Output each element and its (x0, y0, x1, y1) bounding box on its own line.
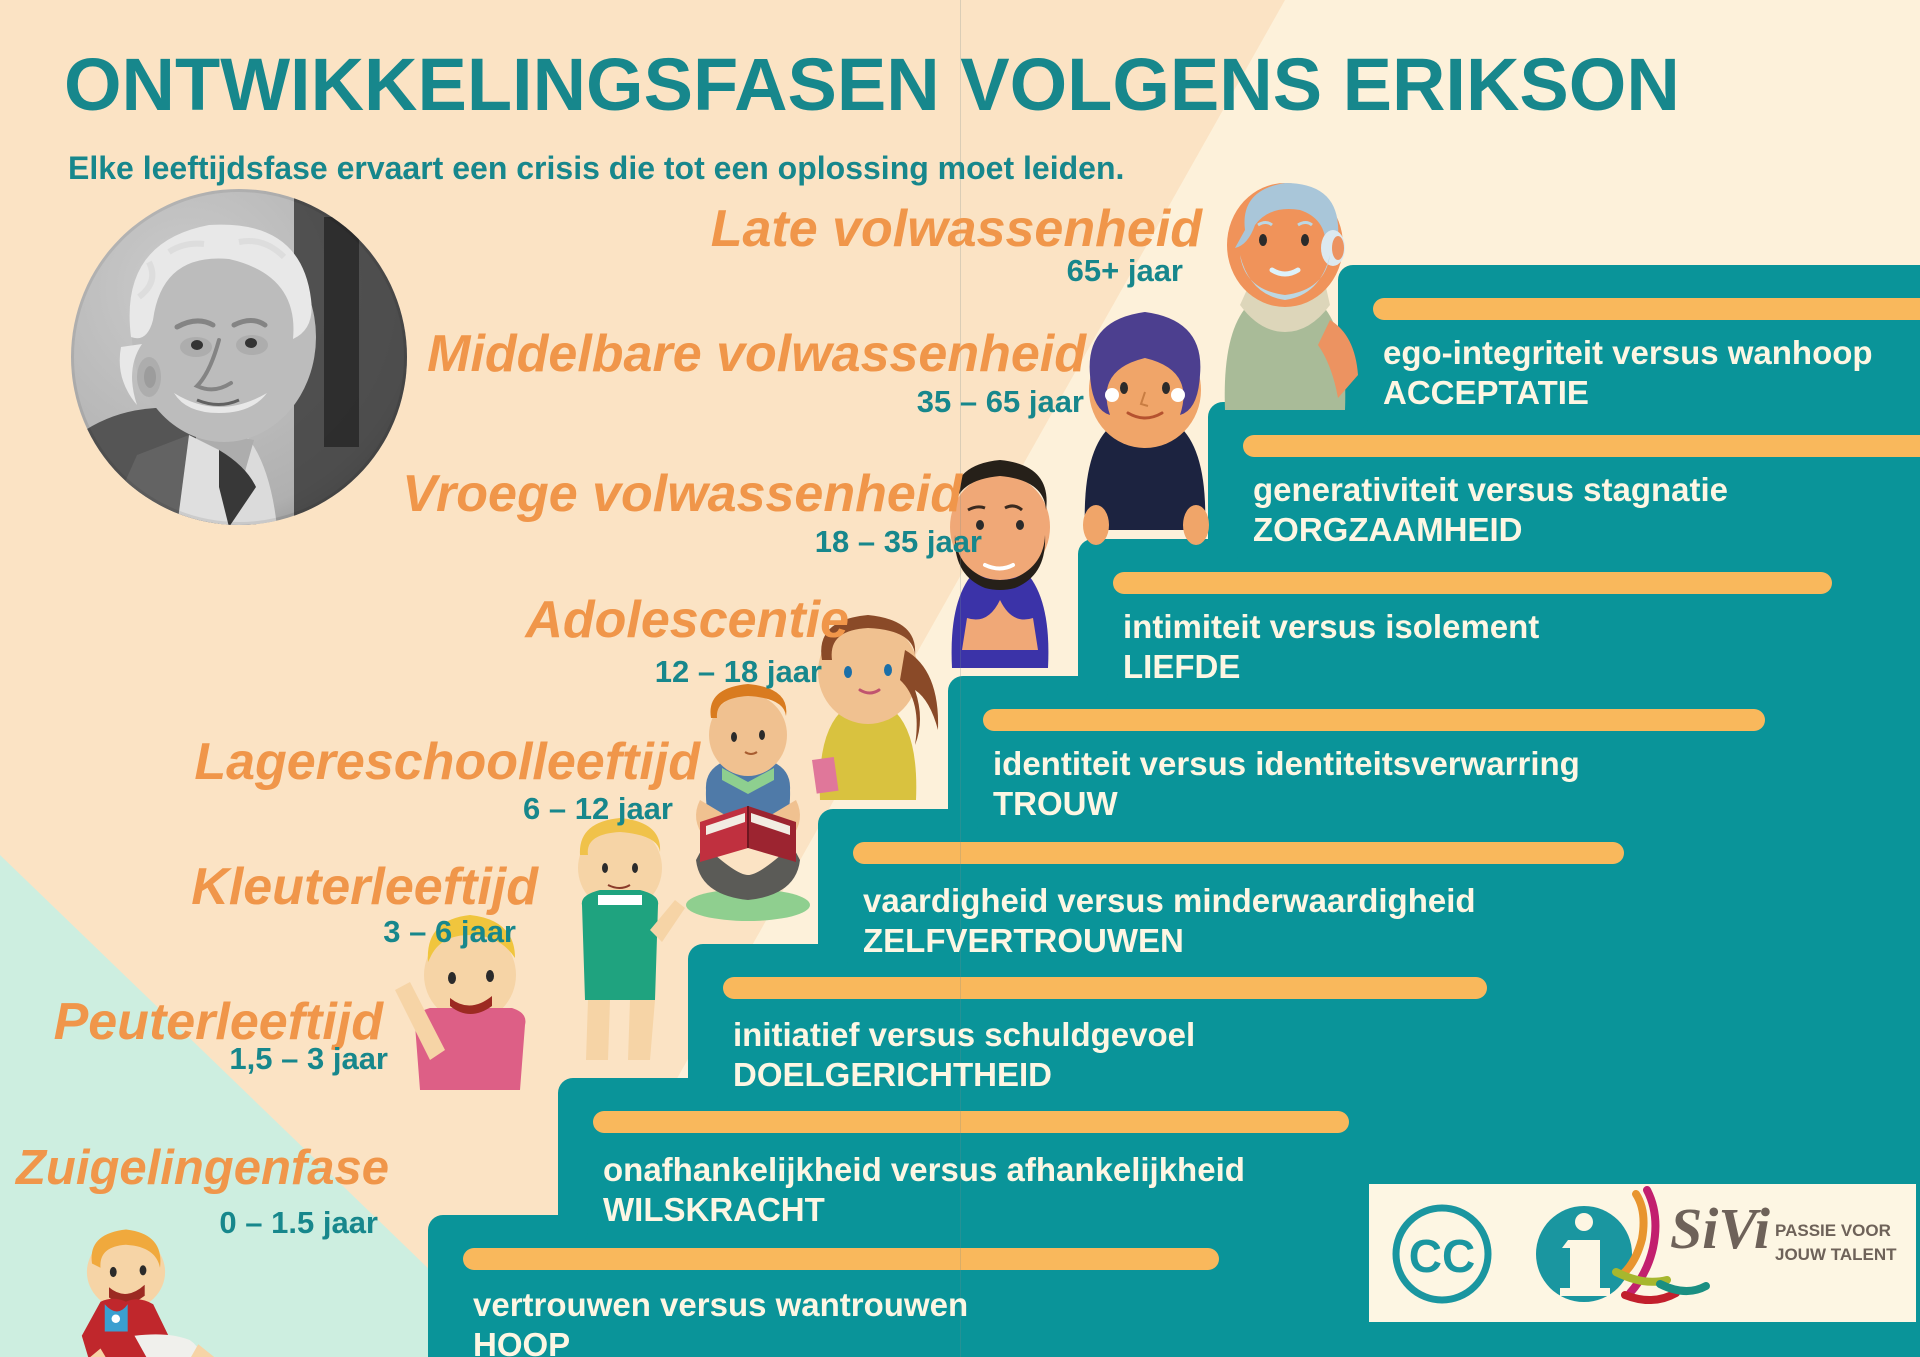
svg-text:SiVi: SiVi (1670, 1196, 1770, 1261)
svg-text:CC: CC (1409, 1230, 1475, 1282)
svg-text:PASSIE VOOR: PASSIE VOOR (1775, 1221, 1891, 1240)
svg-text:JOUW TALENT: JOUW TALENT (1775, 1245, 1897, 1264)
